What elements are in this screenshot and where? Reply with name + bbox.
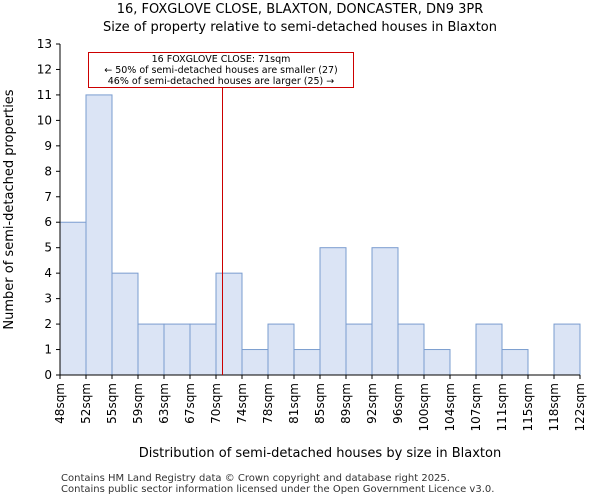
bar-92sqm bbox=[371, 247, 399, 376]
bar-55sqm bbox=[111, 272, 139, 376]
bar-70sqm bbox=[215, 272, 243, 376]
y-tick-label: 3 bbox=[44, 292, 52, 306]
annotation-larger: 46% of semi-detached houses are larger (… bbox=[107, 76, 335, 87]
y-tick-label: 11 bbox=[37, 88, 52, 102]
x-tick-label: 78sqm bbox=[261, 383, 275, 424]
bar-85sqm bbox=[319, 247, 347, 376]
x-tick-label: 107sqm bbox=[469, 383, 483, 431]
x-tick-label: 100sqm bbox=[417, 383, 431, 431]
x-tick-label: 118sqm bbox=[547, 383, 561, 431]
annotation-smaller: ← 50% of semi-detached houses are smalle… bbox=[104, 65, 338, 76]
y-tick-label: 10 bbox=[37, 113, 52, 127]
bar-74sqm bbox=[241, 349, 269, 376]
x-tick-label: 81sqm bbox=[287, 383, 301, 424]
y-tick-label: 13 bbox=[37, 37, 52, 51]
x-tick-label: 52sqm bbox=[79, 383, 93, 424]
y-tick-label: 0 bbox=[44, 368, 52, 382]
x-tick-label: 70sqm bbox=[209, 383, 223, 424]
bar-67sqm bbox=[189, 323, 217, 376]
x-tick-label: 48sqm bbox=[53, 383, 67, 424]
x-tick-label: 85sqm bbox=[313, 383, 327, 424]
chart-title: 16, FOXGLOVE CLOSE, BLAXTON, DONCASTER, … bbox=[116, 2, 484, 17]
x-tick-label: 92sqm bbox=[365, 383, 379, 424]
x-axis-label: Distribution of semi-detached houses by … bbox=[139, 446, 501, 461]
x-tick-label: 122sqm bbox=[573, 383, 587, 431]
x-tick-label: 63sqm bbox=[157, 383, 171, 424]
y-axis-label: Number of semi-detached properties bbox=[2, 89, 17, 329]
annotation-title: 16 FOXGLOVE CLOSE: 71sqm bbox=[151, 54, 291, 65]
bar-78sqm bbox=[267, 323, 295, 376]
y-tick-label: 9 bbox=[44, 139, 52, 153]
x-tick-label: 55sqm bbox=[105, 383, 119, 424]
footer-licence: Contains public sector information licen… bbox=[61, 484, 495, 495]
x-tick-label: 59sqm bbox=[131, 383, 145, 424]
bar-48sqm bbox=[59, 221, 87, 376]
y-tick-label: 7 bbox=[44, 190, 52, 204]
bar-100sqm bbox=[423, 349, 451, 376]
bar-107sqm bbox=[475, 323, 503, 376]
y-tick-label: 12 bbox=[37, 62, 52, 76]
x-tick-label: 96sqm bbox=[391, 383, 405, 424]
bar-96sqm bbox=[397, 323, 425, 376]
footer-copyright: Contains HM Land Registry data © Crown c… bbox=[61, 473, 450, 484]
bar-63sqm bbox=[163, 323, 191, 376]
bar-52sqm bbox=[85, 94, 113, 376]
x-tick-label: 115sqm bbox=[521, 383, 535, 431]
y-tick-label: 2 bbox=[44, 317, 52, 331]
x-tick-label: 89sqm bbox=[339, 383, 353, 424]
bar-59sqm bbox=[137, 323, 165, 376]
y-tick-label: 1 bbox=[44, 343, 52, 357]
bar-111sqm bbox=[501, 349, 529, 376]
chart-subtitle: Size of property relative to semi-detach… bbox=[102, 20, 497, 35]
x-tick-label: 74sqm bbox=[235, 383, 249, 424]
bar-89sqm bbox=[345, 323, 373, 376]
bar-118sqm bbox=[553, 323, 581, 376]
x-tick-label: 104sqm bbox=[443, 383, 457, 431]
bar-81sqm bbox=[293, 349, 321, 376]
x-tick-label: 67sqm bbox=[183, 383, 197, 424]
y-tick-label: 6 bbox=[44, 215, 52, 229]
y-tick-label: 8 bbox=[44, 164, 52, 178]
annotation-box: 16 FOXGLOVE CLOSE: 71sqm ← 50% of semi-d… bbox=[88, 52, 354, 88]
x-tick-label: 111sqm bbox=[495, 383, 509, 431]
y-tick-label: 5 bbox=[44, 241, 52, 255]
y-tick-label: 4 bbox=[44, 266, 52, 280]
